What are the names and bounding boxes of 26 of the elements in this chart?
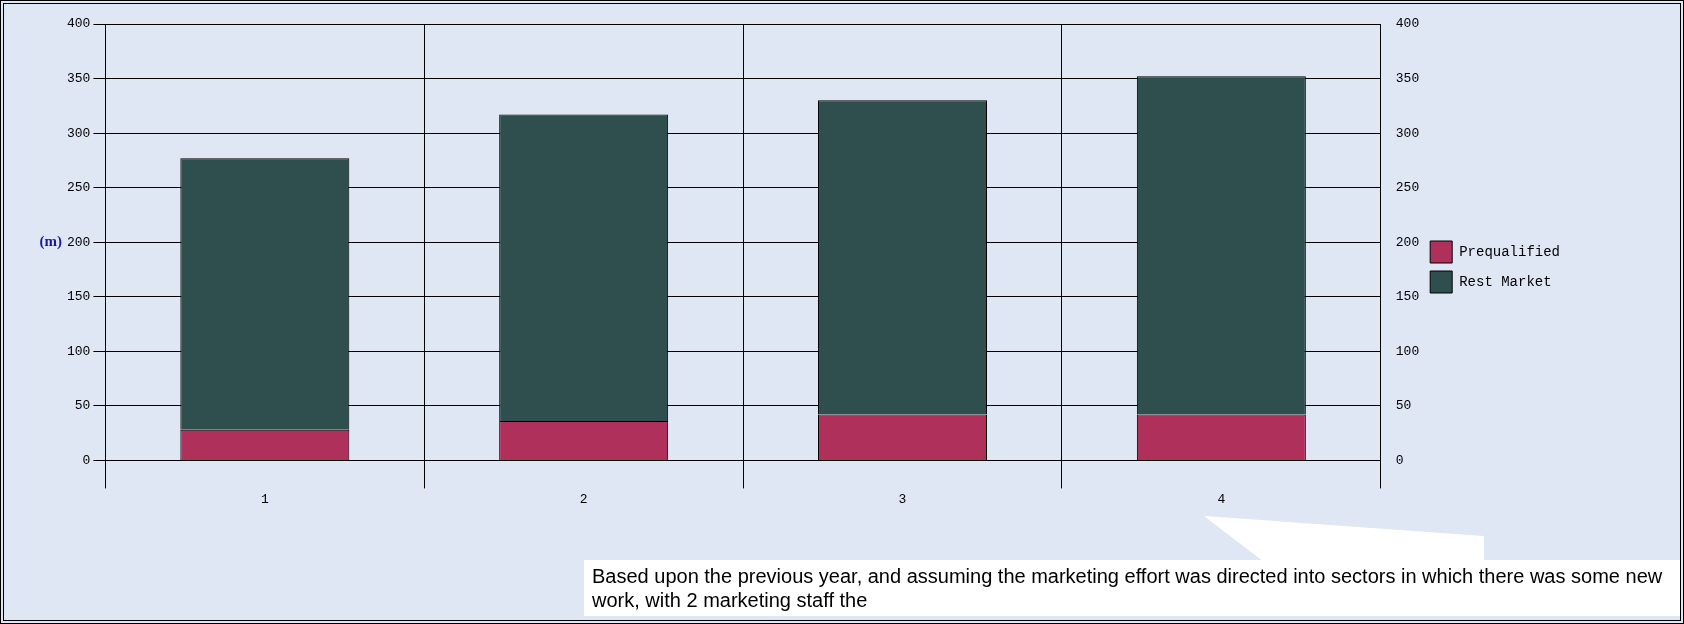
x-tick-label: 2 xyxy=(579,491,588,507)
y-tick-label: 300 xyxy=(67,125,91,141)
legend-label: Rest Market xyxy=(1459,273,1552,290)
y-tick-label: 350 xyxy=(67,70,91,86)
x-tick-label: 3 xyxy=(898,491,907,507)
y-tick-label: 0 xyxy=(82,452,91,468)
x-tick-label: 4 xyxy=(1217,491,1226,507)
y2-tick-label: 250 xyxy=(1395,180,1420,196)
y-tick-label: 150 xyxy=(67,289,91,305)
y2-tick-label: 50 xyxy=(1395,398,1412,414)
y2-tick-label: 200 xyxy=(1395,234,1420,250)
y-tick-label: 100 xyxy=(67,343,91,359)
y2-tick-label: 400 xyxy=(1395,16,1420,32)
y2-tick-label: 100 xyxy=(1395,343,1420,359)
y-axis-title: (m) xyxy=(39,233,62,251)
y-tick-label: 250 xyxy=(67,180,91,196)
y2-tick-label: 0 xyxy=(1395,452,1404,468)
y2-tick-label: 350 xyxy=(1395,70,1420,86)
y2-tick-label: 150 xyxy=(1395,289,1420,305)
y-tick-label: 400 xyxy=(67,16,91,32)
y2-tick-label: 300 xyxy=(1395,125,1420,141)
legend-label: Prequalified xyxy=(1459,243,1561,260)
y-tick-label: 50 xyxy=(74,398,91,414)
y-tick-label: 200 xyxy=(67,234,91,250)
text: Based upon the previous year, and assuming the marketing effort was directed into sectors in which there was some new work, with 2 marketing staff the xyxy=(591,564,1664,613)
x-tick-label: 1 xyxy=(260,491,269,507)
